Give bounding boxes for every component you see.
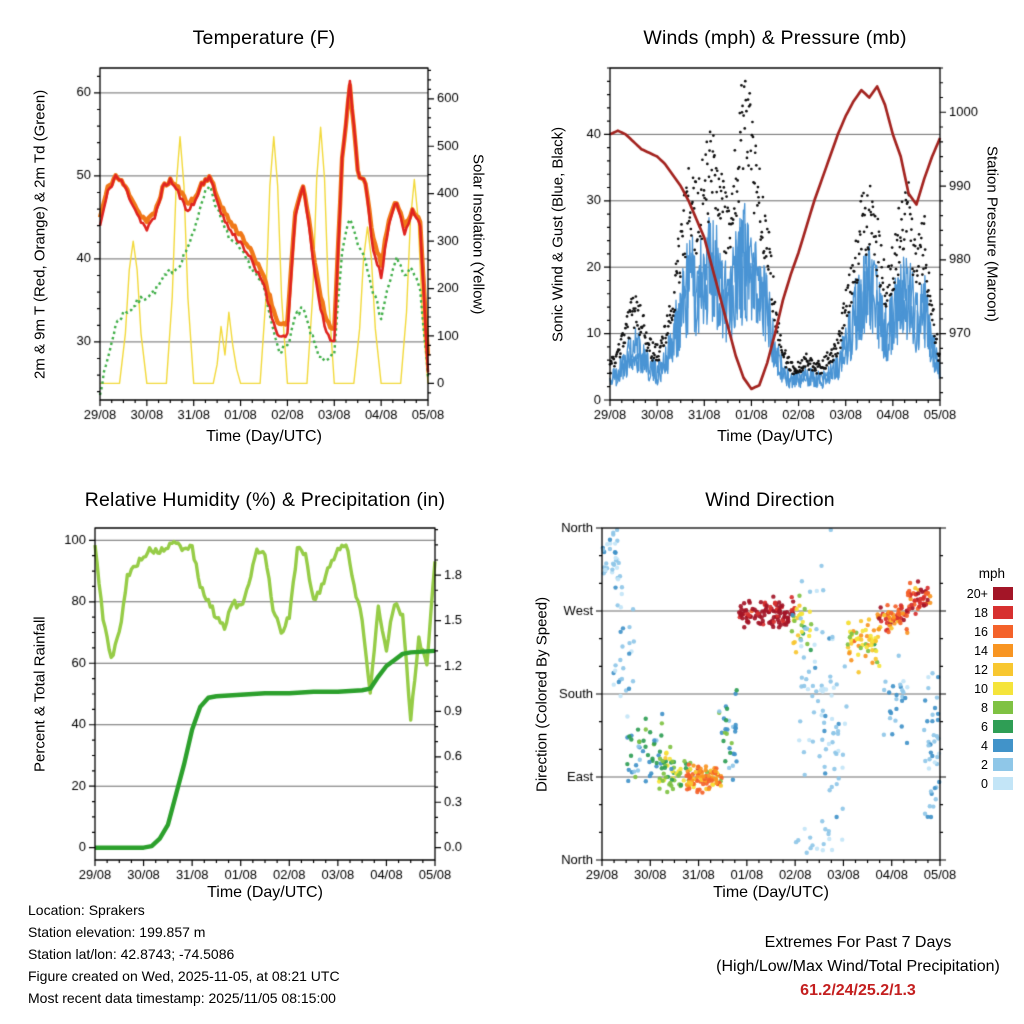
legend-row: 4 (958, 736, 1013, 755)
legend-label: 10 (974, 681, 988, 696)
legend-color-chip (993, 682, 1013, 695)
legend-color-chip (993, 720, 1013, 733)
station-elevation: Station elevation: 199.857 m (28, 924, 206, 940)
legend-label: 6 (981, 719, 988, 734)
extremes-values: 61.2/24/25.2/1.3 (800, 982, 916, 999)
legend-label: 16 (974, 624, 988, 639)
legend-row: 6 (958, 717, 1013, 736)
legend-row: 2 (958, 755, 1013, 774)
direction-left-axis-label: Direction (Colored By Speed) (533, 596, 551, 792)
station-latlon: Station lat/lon: 42.8743; -74.5086 (28, 946, 235, 962)
legend-label: 14 (974, 643, 988, 658)
temperature-left-axis-label: 2m & 9m T (Red, Orange) & 2m Td (Green) (31, 89, 49, 379)
legend-row: 18 (958, 603, 1013, 622)
winds-pressure-chart-title: Winds (mph) & Pressure (mb) (643, 27, 907, 49)
wind-left-axis-label: Sonic Wind & Gust (Blue, Black) (549, 126, 567, 342)
legend-color-chip (993, 587, 1013, 600)
station-info-block: Location: Sprakers Station elevation: 19… (28, 899, 340, 1009)
winds-pressure-chart-canvas (512, 0, 1024, 470)
solar-right-axis-label: Solar Insolation (Yellow) (469, 153, 487, 315)
legend-row: 16 (958, 622, 1013, 641)
legend-color-chip (993, 777, 1013, 790)
legend-label: 0 (981, 776, 988, 791)
humidity-precip-chart-title: Relative Humidity (%) & Precipitation (i… (84, 489, 446, 511)
station-location: Location: Sprakers (28, 902, 145, 918)
most-recent-data-timestamp: Most recent data timestamp: 2025/11/05 0… (28, 990, 336, 1006)
legend-color-chip (993, 644, 1013, 657)
extremes-subtitle: (High/Low/Max Wind/Total Precipitation) (716, 958, 1000, 975)
humidity-left-axis-label: Percent & Total Rainfall (31, 616, 49, 772)
legend-row: 0 (958, 774, 1013, 793)
extremes-title: Extremes For Past 7 Days (764, 934, 952, 951)
legend-color-chip (993, 625, 1013, 638)
wind-speed-legend: mph 20+ 18 16 14 12 10 8 6 4 2 0 (958, 566, 1013, 793)
legend-label: 8 (981, 700, 988, 715)
figure-created-timestamp: Figure created on Wed, 2025-11-05, at 08… (28, 968, 340, 984)
pressure-right-axis-label: Station Pressure (Maroon) (983, 146, 1001, 322)
humidity-x-axis-label: Time (Day/UTC) (207, 884, 323, 901)
legend-color-chip (993, 758, 1013, 771)
legend-row: 14 (958, 641, 1013, 660)
legend-row: 20+ (958, 584, 1013, 603)
temperature-x-axis-label: Time (Day/UTC) (206, 428, 322, 445)
wind-direction-chart-title: Wind Direction (705, 489, 835, 511)
legend-row: 12 (958, 660, 1013, 679)
extremes-block: Extremes For Past 7 Days (High/Low/Max W… (700, 931, 1016, 1003)
legend-row: 10 (958, 679, 1013, 698)
legend-label: 12 (974, 662, 988, 677)
legend-label: 4 (981, 738, 988, 753)
temperature-chart-canvas (0, 0, 512, 470)
legend-row: 8 (958, 698, 1013, 717)
direction-x-axis-label: Time (Day/UTC) (713, 884, 829, 901)
legend-label: 18 (974, 605, 988, 620)
legend-color-chip (993, 701, 1013, 714)
temperature-chart-title: Temperature (F) (192, 27, 336, 49)
legend-color-chip (993, 663, 1013, 676)
legend-rows: 20+ 18 16 14 12 10 8 6 4 2 0 (958, 584, 1013, 793)
legend-color-chip (993, 606, 1013, 619)
legend-label: 2 (981, 757, 988, 772)
winds-x-axis-label: Time (Day/UTC) (717, 428, 833, 445)
legend-title: mph (978, 566, 1005, 581)
legend-color-chip (993, 739, 1013, 752)
wind-direction-chart-canvas (512, 470, 1024, 920)
humidity-precip-chart-canvas (0, 470, 512, 920)
legend-label: 20+ (966, 586, 988, 601)
